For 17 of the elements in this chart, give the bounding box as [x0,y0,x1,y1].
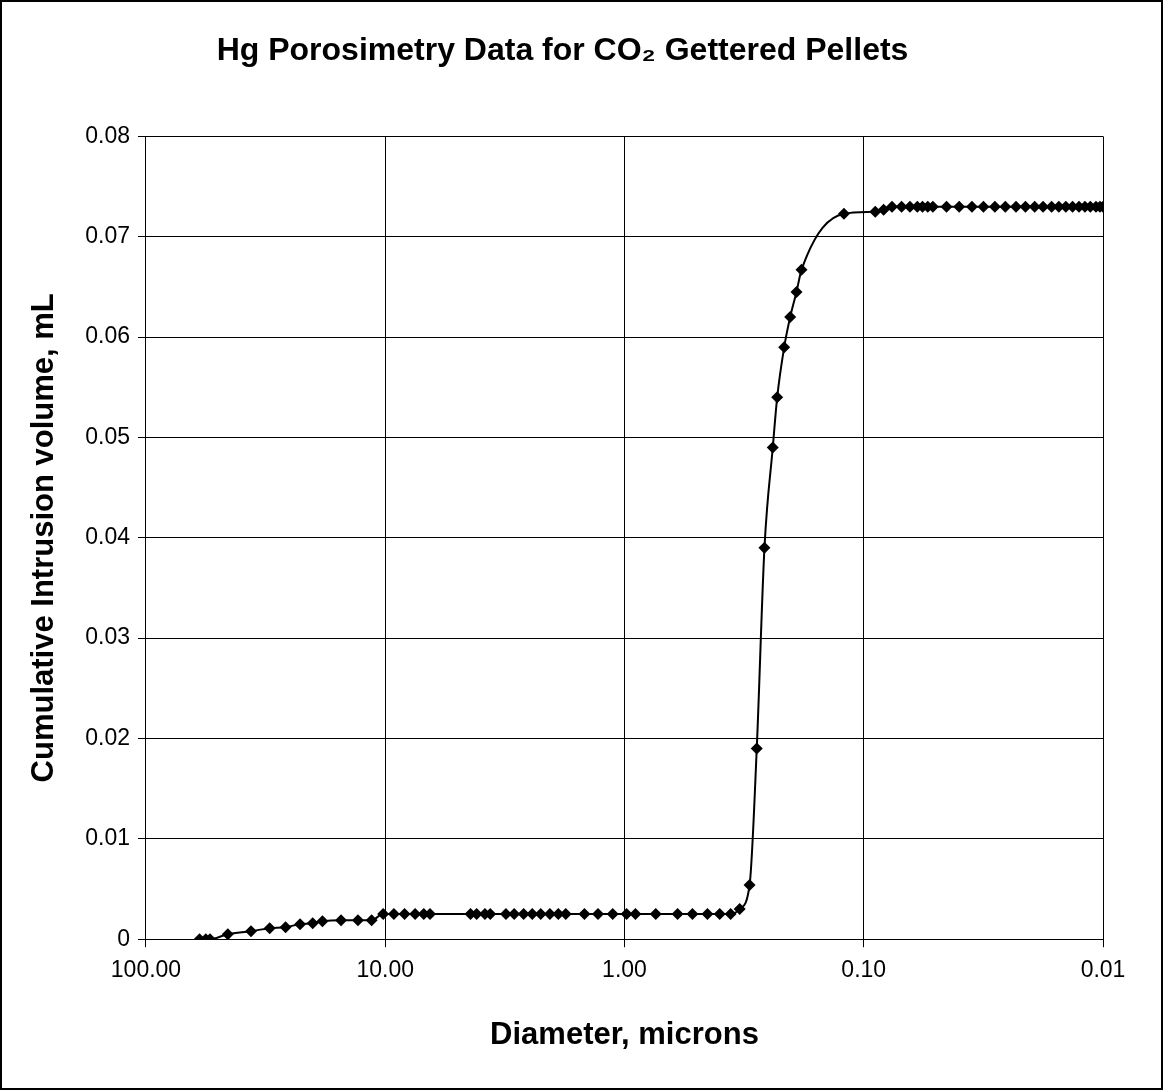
y-tick-label: 0.05 [85,422,130,449]
x-tick-label: 1.00 [602,956,647,983]
y-tick-label: 0.03 [85,623,130,650]
y-tick-label: 0.07 [85,222,130,249]
y-tick-label: 0.02 [85,723,130,750]
y-tick-label: 0.01 [85,824,130,851]
x-tick-label: 100.00 [110,956,182,983]
y-tick-label: 0.04 [85,523,131,550]
y-tick-label: 0.06 [85,322,130,349]
x-axis-title: Diameter, microns [490,1015,759,1051]
x-tick-label: 0.01 [1080,956,1126,983]
x-tick-label: 0.10 [841,956,887,983]
y-tick-label: 0.08 [85,121,130,148]
y-tick-label: 0 [117,924,130,951]
chart-title: Hg Porosimetry Data for CO₂ Gettered Pellets [216,31,909,68]
x-tick-label: 10.00 [356,956,414,983]
y-axis-title: Cumulative Intrusion volume, mL [25,293,61,783]
